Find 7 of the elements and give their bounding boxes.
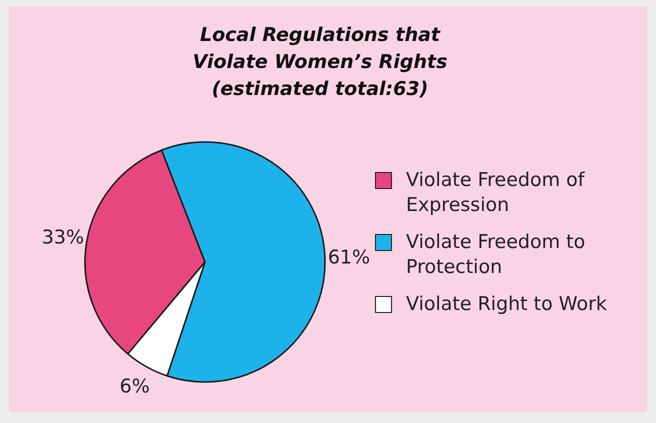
legend-label: Violate Right to Work <box>406 292 607 317</box>
data-label: 6% <box>120 376 150 398</box>
data-label: 61% <box>328 246 370 268</box>
data-label: 33% <box>42 226 84 248</box>
chart-title: Local Regulations that Violate Women’s Rights (estimated total:63) <box>192 23 448 102</box>
legend-label: Violate Freedom of Expression <box>406 168 586 218</box>
legend-label: Violate Freedom to Protection <box>406 230 586 280</box>
